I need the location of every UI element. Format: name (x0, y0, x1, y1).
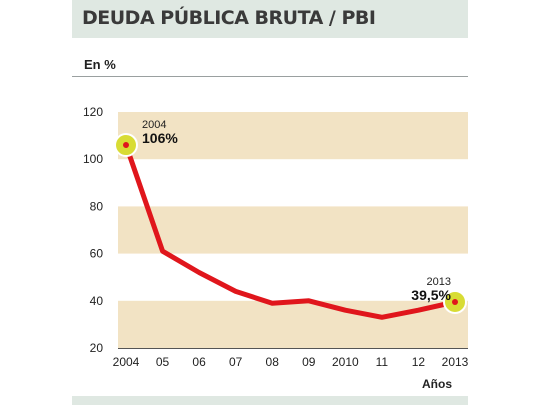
grid-band (118, 206, 468, 254)
unit-label: En % (84, 57, 116, 72)
x-tick-label: 2013 (442, 355, 468, 369)
chart-card: DEUDA PÚBLICA BRUTA / PBI En % 120 100 80 6… (72, 0, 468, 405)
grid-bands (118, 112, 468, 348)
line-chart: 120 100 80 60 40 20 2004 05 06 07 08 09 2010 11 12 201… (83, 105, 468, 391)
x-tick-label: 05 (156, 355, 170, 369)
x-tick-label: 06 (192, 355, 206, 369)
y-tick-label: 120 (83, 105, 103, 119)
highlight-point (123, 142, 129, 149)
x-tick-label: 12 (412, 355, 426, 369)
bottom-band (72, 396, 468, 405)
series-line (123, 142, 458, 320)
grid-band (118, 112, 468, 160)
x-tick-label: 2010 (332, 355, 359, 369)
y-tick-label: 40 (90, 294, 104, 308)
y-tick-label: 60 (90, 247, 104, 261)
x-tick-label: 11 (376, 355, 389, 369)
series-layer (123, 142, 458, 320)
y-tick-label: 80 (90, 199, 104, 213)
annotation-value: 106% (142, 130, 178, 146)
x-axis-ticks: 2004 05 06 07 08 09 2010 11 12 2013 (113, 355, 468, 369)
annotation-value: 39,5% (411, 287, 451, 303)
x-tick-label: 08 (266, 355, 280, 369)
x-tick-label: 2004 (113, 355, 140, 369)
x-tick-label: 07 (229, 355, 243, 369)
y-tick-label: 100 (83, 152, 103, 166)
title-band: DEUDA PÚBLICA BRUTA / PBI (72, 0, 468, 38)
grid-band (118, 300, 468, 348)
x-axis-label: Años (422, 377, 452, 391)
chart-title: DEUDA PÚBLICA BRUTA / PBI (82, 7, 376, 29)
highlight-point (452, 298, 458, 305)
unit-divider (72, 76, 468, 77)
y-axis-ticks: 120 100 80 60 40 20 (83, 105, 103, 355)
annotation-year: 2013 (427, 276, 451, 288)
x-tick-label: 09 (302, 355, 316, 369)
annotation-year: 2004 (142, 119, 166, 131)
y-tick-label: 20 (90, 341, 104, 355)
